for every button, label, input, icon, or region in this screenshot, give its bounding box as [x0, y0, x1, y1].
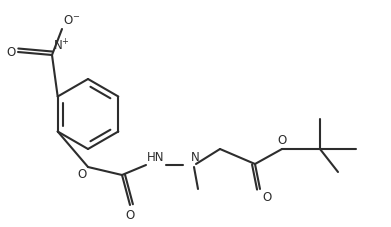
Text: N$^{+}$: N$^{+}$ — [53, 39, 70, 54]
Text: O: O — [277, 134, 287, 147]
Text: HN: HN — [147, 151, 165, 164]
Text: O: O — [78, 168, 87, 181]
Text: O$^{-}$: O$^{-}$ — [63, 14, 81, 27]
Text: O: O — [7, 45, 16, 59]
Text: O: O — [262, 191, 271, 204]
Text: N: N — [191, 151, 200, 164]
Text: O: O — [126, 209, 135, 222]
